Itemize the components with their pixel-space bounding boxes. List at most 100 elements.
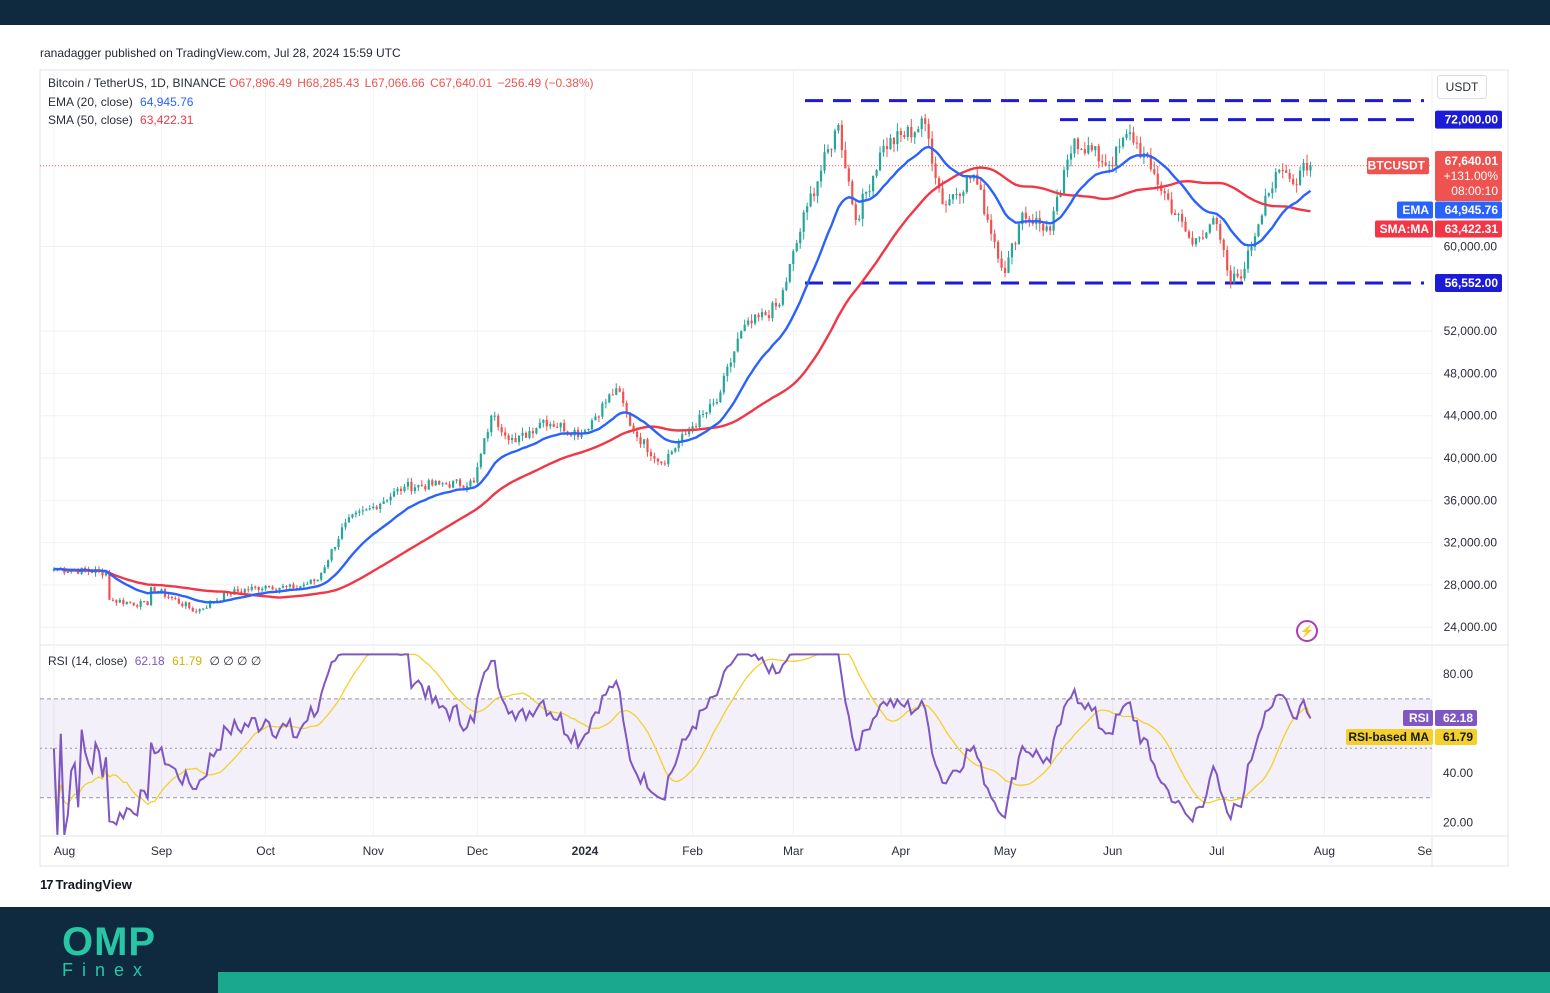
last-price-label: 67,640.01 xyxy=(1445,154,1499,168)
candle-body xyxy=(826,149,830,153)
candle-body xyxy=(1076,138,1080,149)
candle-body xyxy=(493,415,496,417)
candle-body xyxy=(986,214,989,220)
candle-body xyxy=(358,511,361,513)
symbol-label: Bitcoin / TetherUS, 1D, BINANCE xyxy=(48,76,226,90)
candle-body xyxy=(445,483,448,485)
candle-body xyxy=(1239,276,1243,279)
candle-body xyxy=(976,174,979,185)
symbol-tag: BTCUSDT xyxy=(1368,159,1426,173)
candle-body xyxy=(285,585,288,587)
ema-name-tag: EMA xyxy=(1402,203,1429,217)
candle-body xyxy=(486,432,489,439)
candle-body xyxy=(878,152,882,171)
candle-body xyxy=(563,422,566,432)
candle-body xyxy=(476,466,479,483)
lightning-icon[interactable]: ⚡ xyxy=(1296,620,1318,642)
candle-body xyxy=(330,549,333,561)
candle-body xyxy=(202,608,205,610)
tradingview-wordmark: TradingView xyxy=(55,877,132,892)
candle-body xyxy=(327,560,330,568)
candle-body xyxy=(833,130,837,150)
candle-body xyxy=(521,432,524,436)
candle-body xyxy=(198,609,201,612)
candle-body xyxy=(948,199,951,206)
candle-body xyxy=(743,324,746,332)
candle-body xyxy=(365,509,368,511)
ema-value: 64,945.76 xyxy=(140,95,194,109)
candle-body xyxy=(667,454,670,465)
candle-body xyxy=(688,431,691,435)
candlestick-series xyxy=(52,113,1312,614)
candle-body xyxy=(806,206,809,213)
candle-body xyxy=(830,149,833,151)
candle-body xyxy=(66,571,69,573)
candle-body xyxy=(847,168,850,182)
candle-body xyxy=(504,432,507,436)
candle-body xyxy=(802,212,805,232)
sma-label: SMA (50, close) xyxy=(48,113,133,127)
brand-logo: OMP xyxy=(62,920,157,964)
candle-body xyxy=(1233,273,1236,283)
candle-body xyxy=(535,428,538,434)
candle-body xyxy=(1045,226,1048,231)
rsi-legend[interactable]: RSI (14, close) 62.18 61.79 ∅ ∅ ∅ ∅ xyxy=(48,654,261,668)
x-tick-label: Oct xyxy=(256,844,275,858)
candle-body xyxy=(1292,178,1295,185)
candle-body xyxy=(583,430,587,434)
y-tick-label: 24,000.00 xyxy=(1444,620,1498,634)
candle-body xyxy=(333,547,337,550)
candle-body xyxy=(955,193,958,195)
candle-body xyxy=(309,579,312,584)
candle-body xyxy=(868,191,871,193)
level-tag-72000-bg xyxy=(1435,110,1502,129)
candle-body xyxy=(872,175,875,192)
candle-body xyxy=(865,192,868,194)
rsi-value-tag-bg xyxy=(1435,710,1477,726)
symbol-legend[interactable]: Bitcoin / TetherUS, 1D, BINANCE O67,896.… xyxy=(48,76,596,90)
sma-legend[interactable]: SMA (50, close) 63,422.31 xyxy=(48,113,193,127)
candle-body xyxy=(205,607,208,609)
candle-body xyxy=(500,427,503,433)
candle-body xyxy=(1007,257,1010,273)
x-tick-label: Se xyxy=(1417,844,1432,858)
candle-body xyxy=(990,219,993,234)
candle-body xyxy=(302,584,305,587)
candle-body xyxy=(1229,270,1232,283)
tradingview-logo[interactable]: 17 TradingView xyxy=(40,877,132,892)
candle-body xyxy=(545,419,548,427)
rsi-ma-line xyxy=(53,653,1312,811)
candle-body xyxy=(1146,153,1149,155)
currency-unit-button[interactable]: USDT xyxy=(1437,75,1487,99)
candle-body xyxy=(722,375,725,393)
candle-body xyxy=(1014,243,1017,245)
ema-legend[interactable]: EMA (20, close) 64,945.76 xyxy=(48,95,193,109)
candle-body xyxy=(653,456,656,459)
candle-body xyxy=(510,437,514,440)
candle-body xyxy=(1069,153,1073,160)
candle-body xyxy=(1003,267,1007,273)
candle-body xyxy=(1236,273,1239,277)
candle-body xyxy=(892,137,896,145)
candle-body xyxy=(104,572,108,576)
candle-body xyxy=(254,586,257,588)
candle-body xyxy=(1049,226,1052,231)
candle-body xyxy=(538,422,541,429)
candle-body xyxy=(677,442,680,449)
candle-body xyxy=(750,320,753,324)
candle-body xyxy=(924,118,927,124)
candle-body xyxy=(115,600,118,603)
candle-body xyxy=(556,426,559,428)
close-value: C67,640.01 xyxy=(430,76,493,90)
candle-body xyxy=(701,414,705,416)
candle-body xyxy=(1000,258,1003,268)
x-tick-label: Mar xyxy=(783,844,804,858)
rsi-tick-label: 20.00 xyxy=(1443,815,1473,829)
high-value: H68,285.43 xyxy=(297,76,360,90)
y-tick-label: 44,000.00 xyxy=(1444,409,1498,423)
candle-body xyxy=(1281,169,1284,171)
chart-canvas[interactable]: 60,000.00 52,000.00 48,000.00 44,000.00 40,0… xyxy=(0,0,1550,906)
candle-body xyxy=(1298,170,1302,185)
candle-body xyxy=(566,431,569,433)
top-bar xyxy=(0,0,1550,25)
